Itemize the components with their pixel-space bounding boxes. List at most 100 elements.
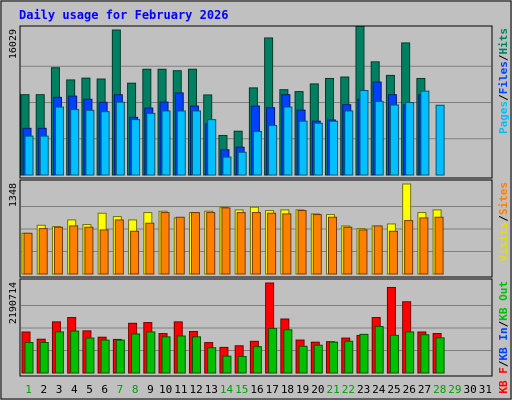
legend-entry: / xyxy=(497,94,510,101)
x-tick-label-day-11: 11 xyxy=(174,383,187,396)
bar-hits-pages-day-28 xyxy=(435,104,445,176)
bar-hits-pages-day-27 xyxy=(420,90,430,176)
bar-hits-pages-day-1 xyxy=(24,135,34,176)
bar-kbytes-kb-out-day-23 xyxy=(359,333,369,374)
x-tick-label-day-18: 18 xyxy=(281,383,294,396)
bar-hits-pages-day-10 xyxy=(161,110,171,176)
bar-kbytes-kb-out-day-14 xyxy=(222,355,232,374)
x-tick-label-day-31: 31 xyxy=(479,383,492,396)
x-tick-label-day-23: 23 xyxy=(357,383,370,396)
bar-hits-pages-day-25 xyxy=(389,104,399,176)
bar-visits-sites-day-26 xyxy=(404,220,414,275)
bar-visits-sites-day-19 xyxy=(297,210,307,275)
bar-hits-pages-day-8 xyxy=(131,119,141,176)
bar-kbytes-kb-out-day-22 xyxy=(344,340,354,374)
bar-visits-sites-day-27 xyxy=(419,217,429,275)
bar-visits-sites-day-15 xyxy=(236,212,246,275)
bar-visits-sites-day-3 xyxy=(53,226,63,275)
bar-visits-sites-day-18 xyxy=(282,213,292,275)
bar-hits-pages-day-7 xyxy=(115,101,125,176)
x-tick-label-day-28: 28 xyxy=(433,383,446,396)
x-tick-label-day-12: 12 xyxy=(189,383,202,396)
bar-visits-sites-day-10 xyxy=(160,212,170,275)
panel-hits-ymax-label: 16029 xyxy=(8,29,19,59)
bar-hits-pages-day-16 xyxy=(252,130,262,176)
x-tick-label-day-27: 27 xyxy=(418,383,431,396)
bar-visits-sites-day-8 xyxy=(130,230,140,275)
bar-kbytes-kb-out-day-8 xyxy=(131,333,141,374)
bar-visits-sites-day-13 xyxy=(206,212,216,275)
x-tick-label-day-17: 17 xyxy=(266,383,279,396)
x-tick-label-day-29: 29 xyxy=(448,383,461,396)
bar-kbytes-kb-out-day-3 xyxy=(54,331,64,374)
bar-kbytes-kb-out-day-9 xyxy=(146,331,156,374)
panel-kbytes-legend: KB F/KB In/KB Out xyxy=(497,281,510,394)
x-tick-label-day-24: 24 xyxy=(372,383,386,396)
legend-entry: / xyxy=(497,360,510,367)
x-tick-label-day-4: 4 xyxy=(71,383,78,396)
bar-kbytes-kb-out-day-17 xyxy=(268,328,278,374)
series-sites xyxy=(23,207,444,275)
bar-kbytes-kb-out-day-21 xyxy=(329,341,339,374)
chart-title: Daily usage for February 2026 xyxy=(19,8,229,22)
x-tick-label-day-3: 3 xyxy=(56,383,63,396)
bar-hits-pages-day-9 xyxy=(146,112,156,176)
bar-visits-sites-day-6 xyxy=(99,229,109,275)
bar-hits-pages-day-2 xyxy=(39,135,49,176)
x-tick-label-day-26: 26 xyxy=(403,383,416,396)
x-tick-label-day-10: 10 xyxy=(159,383,172,396)
legend-entry: Visits xyxy=(497,222,510,262)
bar-visits-sites-day-1 xyxy=(23,232,33,275)
bar-kbytes-kb-out-day-7 xyxy=(115,339,125,374)
bar-visits-sites-day-20 xyxy=(312,214,322,275)
bar-visits-sites-day-28 xyxy=(434,216,444,275)
bar-visits-sites-day-16 xyxy=(251,212,261,275)
x-tick-label-day-21: 21 xyxy=(327,383,340,396)
bar-hits-pages-day-3 xyxy=(54,106,64,176)
panel-visits-ymax-label: 1348 xyxy=(8,183,19,207)
chart-panels: 16029Pages/Files/Hits1348Visits/Sites219… xyxy=(8,25,510,394)
bar-visits-sites-day-2 xyxy=(38,228,48,275)
legend-entry: / xyxy=(497,215,510,222)
x-tick-label-day-13: 13 xyxy=(205,383,218,396)
bar-kbytes-kb-out-day-19 xyxy=(298,345,308,374)
x-tick-label-day-14: 14 xyxy=(220,383,234,396)
bar-hits-pages-day-26 xyxy=(405,102,415,176)
bar-hits-pages-day-20 xyxy=(313,122,323,176)
legend-entry: / xyxy=(497,54,510,61)
legend-entry: Hits xyxy=(497,28,510,55)
x-tick-label-day-22: 22 xyxy=(342,383,355,396)
bar-visits-sites-day-17 xyxy=(267,212,277,275)
bar-visits-sites-day-12 xyxy=(190,212,200,275)
bar-kbytes-kb-out-day-6 xyxy=(100,339,110,374)
bar-kbytes-kb-out-day-25 xyxy=(389,334,399,374)
x-axis-day-labels: 1 2 3 4 5 6 7 8 9 10 11 12 13 14 15 16 17 18 19 20 21 22 23 24 2… xyxy=(25,383,492,396)
bar-kbytes-kb-out-day-20 xyxy=(313,344,323,374)
bar-kbytes-kb-out-day-27 xyxy=(420,334,430,374)
bar-visits-sites-day-5 xyxy=(84,226,94,275)
bar-kbytes-kb-out-day-16 xyxy=(252,346,262,374)
series-pages xyxy=(24,90,445,176)
bar-visits-sites-day-23 xyxy=(358,229,368,275)
bar-hits-pages-day-21 xyxy=(329,120,339,176)
x-tick-label-day-7: 7 xyxy=(117,383,124,396)
x-tick-label-day-1: 1 xyxy=(25,383,32,396)
x-tick-label-day-8: 8 xyxy=(132,383,139,396)
panel-kbytes-ymax-label: 2190714 xyxy=(8,282,19,324)
bar-visits-sites-day-14 xyxy=(221,207,231,275)
x-tick-label-day-5: 5 xyxy=(86,383,93,396)
bar-kbytes-kb-out-day-11 xyxy=(176,335,186,374)
bar-hits-pages-day-5 xyxy=(85,109,95,176)
x-tick-label-day-2: 2 xyxy=(41,383,48,396)
x-tick-label-day-16: 16 xyxy=(250,383,263,396)
bar-kbytes-kb-out-day-10 xyxy=(161,336,171,374)
bar-hits-pages-day-14 xyxy=(222,156,232,176)
bar-kbytes-kb-out-day-2 xyxy=(39,342,49,374)
x-tick-label-day-25: 25 xyxy=(387,383,400,396)
bar-hits-pages-day-22 xyxy=(344,110,354,176)
bar-visits-sites-day-24 xyxy=(373,225,383,275)
x-tick-label-day-6: 6 xyxy=(101,383,108,396)
legend-entry: KB In xyxy=(497,327,510,360)
